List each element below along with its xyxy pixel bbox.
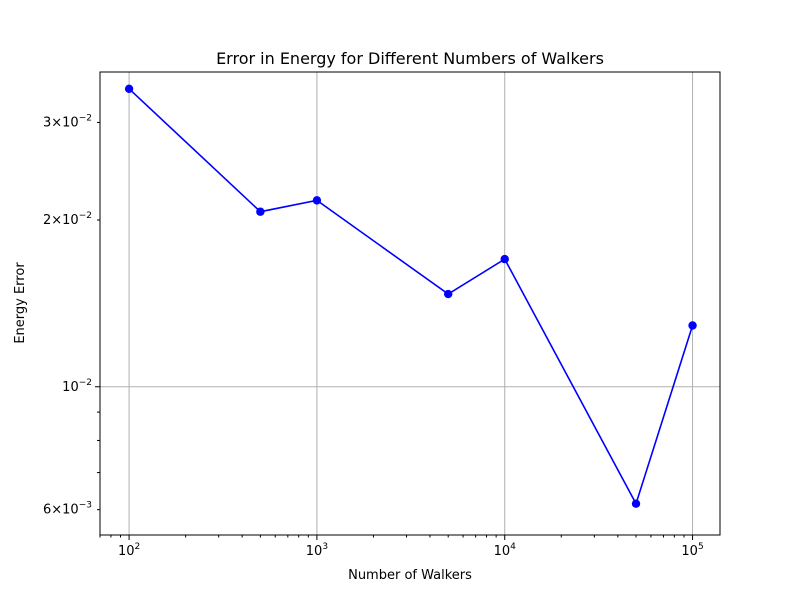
- x-tick-label: 103: [306, 542, 328, 559]
- y-tick-label: 3×10−2: [43, 113, 92, 130]
- x-tick-label: 104: [494, 542, 517, 559]
- data-point: [500, 254, 509, 264]
- series-layer: [124, 84, 697, 508]
- x-tick-label: 102: [118, 542, 140, 559]
- grid-layer: [100, 72, 720, 535]
- plot-frame: [99, 71, 721, 536]
- y-tick-label: 2×10−2: [43, 211, 92, 228]
- data-point: [124, 84, 134, 94]
- data-point: [688, 321, 697, 330]
- data-point: [256, 207, 265, 216]
- ticks-layer: 102 103 104 105 6×10−3 10−2 2×10−2 3×10−2: [43, 113, 704, 559]
- y-tick-label: 10−2: [62, 378, 92, 395]
- data-point: [631, 499, 641, 508]
- y-tick-label: 6×10−3: [43, 501, 92, 518]
- series-line: [128, 88, 694, 506]
- data-point: [443, 289, 453, 299]
- data-point: [312, 196, 322, 205]
- chart-title: Error in Energy for Different Numbers of…: [216, 49, 604, 68]
- x-tick-label: 105: [681, 542, 703, 559]
- x-axis-label: Number of Walkers: [348, 568, 472, 583]
- y-axis-label: Energy Error: [13, 262, 28, 344]
